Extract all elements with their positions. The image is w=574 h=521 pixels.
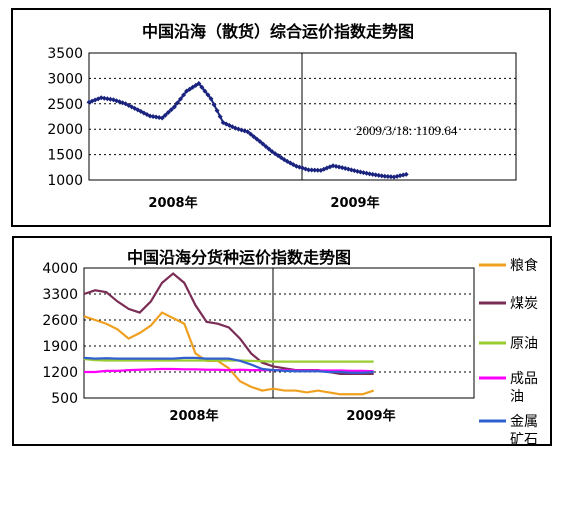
x-tick-label: 2009年 xyxy=(330,195,379,211)
y-tick-label: 3000 xyxy=(47,71,83,87)
y-tick-label: 3300 xyxy=(42,287,78,303)
y-tick-label: 3500 xyxy=(47,46,83,62)
composite-index-chart-panel: 中国沿海（散货）综合运价指数走势图 3500 3000 2500 2000 1500 10… xyxy=(11,8,551,227)
composite-x-axis-ticks: 2008年 2009年 xyxy=(148,195,379,211)
composite-index-chart: 中国沿海（散货）综合运价指数走势图 3500 3000 2500 2000 1500 10… xyxy=(13,10,553,229)
composite-chart-title: 中国沿海（散货）综合运价指数走势图 xyxy=(142,22,414,41)
cargo-chart-title: 中国沿海分货种运价指数走势图 xyxy=(127,248,351,267)
composite-latest-value-annotation: 2009/3/18: 1109.64 xyxy=(356,123,458,138)
series-line-1 xyxy=(84,313,374,395)
legend-label: 金属矿石 xyxy=(510,414,538,448)
cargo-type-index-chart-panel: 中国沿海分货种运价指数走势图 4000 3300 2600 1900 1200 500 2… xyxy=(12,236,552,446)
cargo-plot-area xyxy=(84,268,474,398)
y-tick-label: 2600 xyxy=(42,313,78,329)
y-tick-label: 1500 xyxy=(47,148,83,164)
y-tick-label: 500 xyxy=(51,391,78,407)
cargo-y-axis-ticks: 4000 3300 2600 1900 1200 500 xyxy=(42,261,78,407)
cargo-x-axis-ticks: 2008年 2009年 xyxy=(169,408,395,424)
y-tick-label: 1200 xyxy=(42,365,78,381)
legend-label: 原油 xyxy=(510,336,538,352)
x-tick-label: 2008年 xyxy=(169,408,218,424)
y-tick-label: 2000 xyxy=(47,122,83,138)
cargo-type-index-chart: 中国沿海分货种运价指数走势图 4000 3300 2600 1900 1200 500 2… xyxy=(14,238,554,448)
x-tick-label: 2009年 xyxy=(346,408,395,424)
y-tick-label: 4000 xyxy=(42,261,78,277)
y-tick-label: 1900 xyxy=(42,339,78,355)
y-tick-label: 2500 xyxy=(47,97,83,113)
cargo-series xyxy=(84,274,374,395)
composite-y-axis-ticks: 3500 3000 2500 2000 1500 1000 xyxy=(47,46,83,189)
y-tick-label: 1000 xyxy=(47,173,83,189)
x-tick-label: 2008年 xyxy=(148,195,197,211)
legend-label: 成品油 xyxy=(510,371,538,405)
legend-label: 煤炭 xyxy=(510,296,538,312)
legend-label: 粮食 xyxy=(510,257,538,274)
